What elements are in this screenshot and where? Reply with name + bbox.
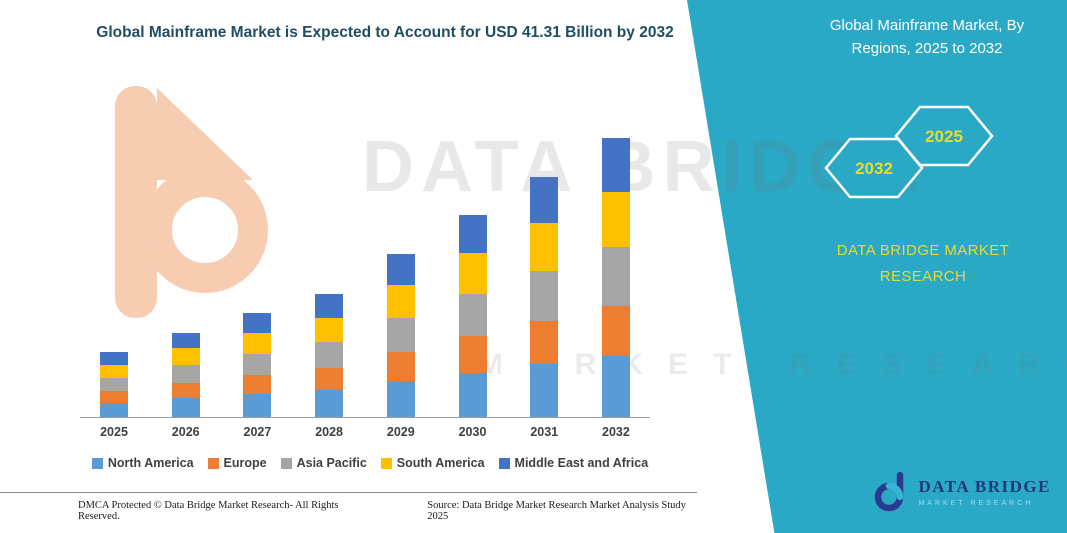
legend-swatch bbox=[498, 457, 510, 469]
legend: North America Europe Asia Pacific South Ame… bbox=[75, 456, 665, 470]
bar-segment bbox=[458, 293, 487, 336]
legend-label: Asia Pacific bbox=[296, 456, 367, 470]
bar-segment bbox=[315, 317, 344, 343]
legend-swatch bbox=[91, 457, 103, 469]
legend-item: Europe bbox=[207, 456, 267, 470]
bar-segment bbox=[100, 377, 128, 392]
legend-item: Asia Pacific bbox=[280, 456, 367, 470]
hexagon-2032-label: 2032 bbox=[855, 159, 893, 178]
legend-item: North America bbox=[91, 456, 194, 470]
bar-segment bbox=[386, 254, 415, 286]
bars bbox=[80, 120, 650, 417]
bar-segment bbox=[386, 317, 415, 353]
bar-segment bbox=[530, 222, 559, 271]
dmca-notice: DMCA Protected © Data Bridge Market Rese… bbox=[78, 500, 339, 522]
bar-2026 bbox=[171, 332, 200, 417]
bar-segment bbox=[601, 305, 630, 356]
panel-title: Global Mainframe Market, By Regions, 202… bbox=[829, 17, 1025, 58]
hexagon-2025-shape bbox=[894, 105, 994, 167]
bar-segment bbox=[171, 348, 200, 366]
chart-title: Global Mainframe Market is Expected to A… bbox=[96, 24, 674, 41]
bar-segment bbox=[100, 391, 128, 403]
company-logo-icon bbox=[875, 471, 904, 512]
company-logo-name: DATA BRIDGE bbox=[918, 477, 1051, 496]
bar-segment bbox=[243, 353, 272, 376]
bar-segment bbox=[171, 398, 200, 417]
bar-segment bbox=[458, 336, 487, 373]
bar-segment bbox=[458, 214, 487, 253]
bar-segment bbox=[243, 313, 272, 333]
x-tick-label: 2027 bbox=[243, 425, 272, 439]
x-tick-label: 2025 bbox=[100, 425, 128, 439]
x-tick-label: 2026 bbox=[171, 425, 200, 439]
bar-segment bbox=[530, 176, 559, 223]
bar-segment bbox=[386, 285, 415, 318]
bar-2030 bbox=[458, 214, 487, 417]
bar-segment bbox=[315, 294, 344, 318]
bar-segment bbox=[458, 253, 487, 294]
bar-2031 bbox=[530, 176, 559, 417]
legend-label: Middle East and Africa bbox=[514, 456, 649, 470]
bar-segment bbox=[601, 138, 630, 192]
bar-segment bbox=[530, 364, 559, 417]
bar-segment bbox=[100, 365, 128, 378]
bar-segment bbox=[100, 402, 128, 417]
stacked-bar-chart bbox=[80, 120, 650, 418]
legend-label: South America bbox=[396, 456, 485, 470]
legend-item: South America bbox=[380, 456, 485, 470]
bar-segment bbox=[530, 270, 559, 322]
bar-segment bbox=[315, 367, 344, 390]
bar-segment bbox=[243, 394, 272, 417]
legend-swatch bbox=[380, 457, 392, 469]
bar-segment bbox=[100, 352, 128, 366]
bar-segment bbox=[243, 332, 272, 354]
bar-segment bbox=[386, 381, 415, 417]
x-labels: 2025 2026 2027 2028 2029 2030 2031 2032 bbox=[80, 425, 650, 439]
x-tick-label: 2031 bbox=[530, 425, 559, 439]
bar-segment bbox=[315, 342, 344, 368]
bar-2025 bbox=[100, 352, 128, 417]
bar-segment bbox=[243, 375, 272, 395]
bar-segment bbox=[530, 321, 559, 365]
bar-segment bbox=[386, 352, 415, 382]
bar-2029 bbox=[386, 254, 415, 417]
bar-2032 bbox=[601, 138, 630, 417]
right-panel: Global Mainframe Market, By Regions, 202… bbox=[687, 0, 1067, 533]
bar-2028 bbox=[315, 294, 344, 417]
x-tick-label: 2028 bbox=[315, 425, 344, 439]
bar-segment bbox=[458, 372, 487, 417]
bar-segment bbox=[171, 365, 200, 383]
bar-segment bbox=[601, 355, 630, 417]
x-tick-label: 2029 bbox=[386, 425, 415, 439]
brand-caps: DATA BRIDGE MARKET RESEARCH bbox=[836, 242, 1010, 286]
source-note: Source: Data Bridge Market Research Mark… bbox=[427, 500, 686, 522]
legend-label: Europe bbox=[223, 456, 267, 470]
year-hexagons: 2032 2025 bbox=[824, 105, 994, 199]
legend-item: Middle East and Africa bbox=[498, 456, 649, 470]
hexagon-2025-label: 2025 bbox=[925, 127, 963, 146]
legend-swatch bbox=[207, 457, 219, 469]
x-tick-label: 2032 bbox=[602, 425, 630, 439]
bar-segment bbox=[315, 390, 344, 417]
x-tick-label: 2030 bbox=[458, 425, 487, 439]
bar-segment bbox=[171, 332, 200, 349]
bar-segment bbox=[171, 382, 200, 399]
bar-2027 bbox=[243, 313, 272, 417]
bar-segment bbox=[601, 191, 630, 247]
footer: DMCA Protected © Data Bridge Market Rese… bbox=[0, 492, 697, 533]
company-logo: DATA BRIDGE MARKET RESEARCH bbox=[868, 471, 1051, 513]
legend-label: North America bbox=[107, 456, 194, 470]
legend-swatch bbox=[280, 457, 292, 469]
company-logo-sub: MARKET RESEARCH bbox=[918, 500, 1034, 507]
bar-segment bbox=[601, 246, 630, 306]
